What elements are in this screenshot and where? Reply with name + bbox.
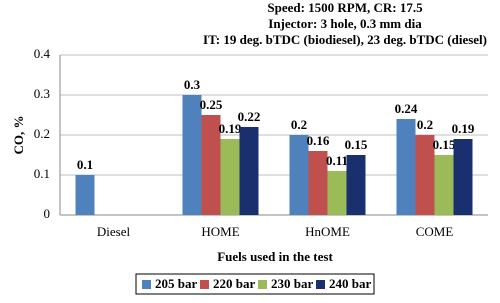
legend-label: 205 bar [155, 276, 197, 291]
x-tick-label: HOME [201, 224, 239, 239]
data-label: 0.24 [395, 101, 418, 116]
legend-swatch [316, 280, 325, 289]
data-label: 0.15 [345, 137, 368, 152]
bar [434, 155, 454, 215]
data-label: 0.25 [200, 97, 223, 112]
bar [239, 127, 259, 215]
data-label: 0.16 [307, 133, 330, 148]
data-label: 0.19 [452, 121, 475, 136]
bar [415, 135, 435, 215]
y-tick-label: 0 [44, 206, 51, 221]
annotation: Injector: 3 hole, 0.3 mm dia [268, 16, 422, 31]
annotation: IT: 19 deg. bTDC (biodiesel), 23 deg. bT… [203, 32, 487, 47]
y-axis-label: CO, % [11, 116, 26, 155]
data-label: 0.2 [291, 117, 307, 132]
legend-label: 230 bar [271, 276, 313, 291]
y-tick-label: 0.3 [34, 86, 50, 101]
y-tick-label: 0.4 [34, 46, 51, 61]
y-tick-label: 0.1 [34, 166, 50, 181]
y-tick-label: 0.2 [34, 126, 50, 141]
legend-box [135, 273, 375, 295]
x-tick-label: Diesel [97, 224, 131, 239]
data-label: 0.19 [219, 121, 242, 136]
x-tick-label: HnOME [305, 224, 350, 239]
data-label: 0.2 [417, 117, 433, 132]
legend-swatch [258, 280, 267, 289]
bar [346, 155, 366, 215]
bar [182, 95, 202, 215]
data-label: 0.22 [238, 109, 261, 124]
bar [396, 119, 416, 215]
bar [75, 175, 95, 215]
data-label: 0.1 [77, 157, 93, 172]
data-label: 0.11 [326, 153, 348, 168]
x-axis-label: Fuels used in the test [217, 249, 333, 264]
bar [327, 171, 347, 215]
bar [201, 115, 221, 215]
bar [289, 135, 309, 215]
legend-label: 240 bar [329, 276, 371, 291]
bar [220, 139, 240, 215]
annotation: Speed: 1500 RPM, CR: 17.5 [267, 0, 423, 15]
bar [453, 139, 473, 215]
legend-label: 220 bar [213, 276, 255, 291]
x-tick-label: COME [416, 224, 454, 239]
legend-swatch [142, 280, 151, 289]
bar [308, 151, 328, 215]
legend-swatch [200, 280, 209, 289]
data-label: 0.15 [433, 137, 456, 152]
data-label: 0.3 [184, 77, 201, 92]
